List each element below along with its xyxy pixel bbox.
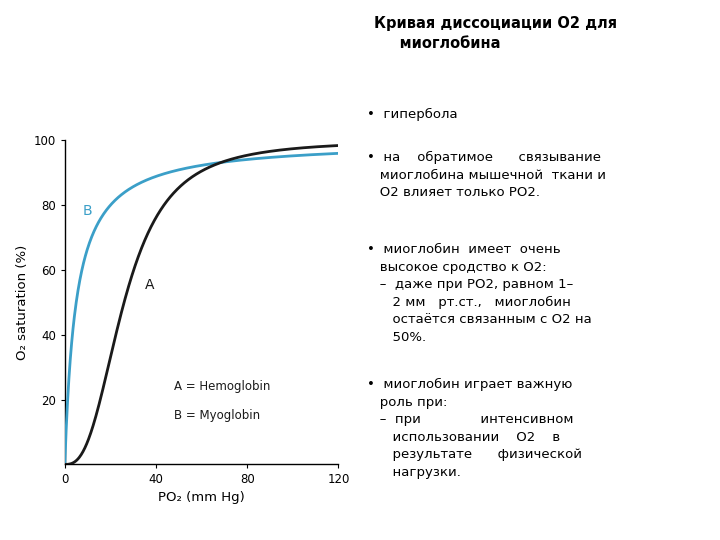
X-axis label: PO₂ (mm Hg): PO₂ (mm Hg) <box>158 491 245 504</box>
Text: B: B <box>83 204 93 218</box>
Text: A = Hemoglobin: A = Hemoglobin <box>174 380 271 393</box>
Text: •  на    обратимое      связывание
   миоглобина мышечной  ткани и
   О2 влияет : • на обратимое связывание миоглобина мыш… <box>367 151 606 199</box>
Text: B = Myoglobin: B = Myoglobin <box>174 409 261 422</box>
Text: •  миоглобин играет важную
   роль при:
   –  при              интенсивном
     : • миоглобин играет важную роль при: – пр… <box>367 378 582 478</box>
Text: •  гипербола: • гипербола <box>367 108 458 121</box>
Y-axis label: O₂ saturation (%): O₂ saturation (%) <box>17 245 30 360</box>
Text: A: A <box>145 279 154 293</box>
Text: •  миоглобин  имеет  очень
   высокое сродство к О2:
   –  даже при РО2, равном : • миоглобин имеет очень высокое сродство… <box>367 243 592 343</box>
Text: Кривая диссоциации О2 для
     миоглобина: Кривая диссоциации О2 для миоглобина <box>374 16 618 51</box>
